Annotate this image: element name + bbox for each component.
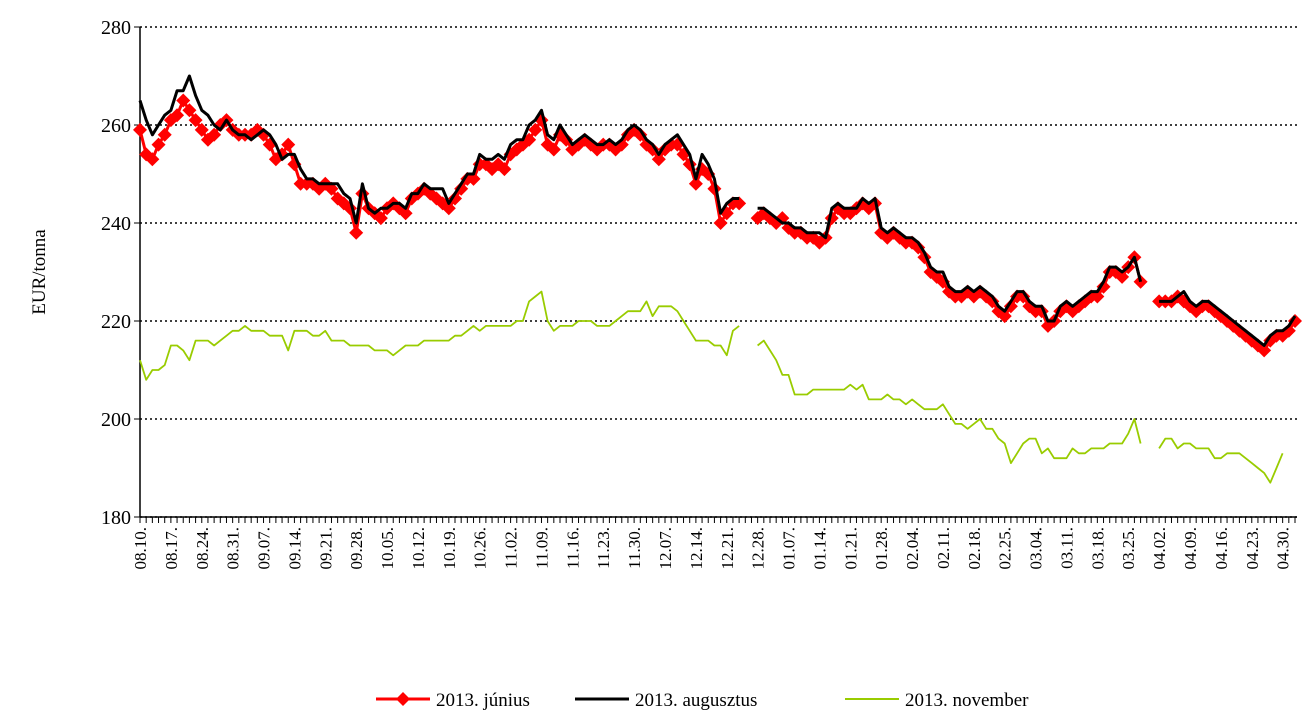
point-marker	[633, 127, 648, 142]
x-tick-label: 09.21.	[316, 527, 335, 570]
point-marker	[133, 122, 147, 137]
x-tick-label: 02.04.	[903, 527, 922, 570]
legend-label: 2013. november	[905, 690, 1029, 711]
x-tick-label: 01.28.	[872, 527, 891, 570]
x-tick-label: 08.17.	[162, 527, 181, 570]
x-tick-label: 04.02.	[1150, 527, 1169, 570]
legend-item: 2013. augusztus	[575, 690, 757, 711]
y-tick-label: 280	[101, 17, 131, 39]
point-marker	[182, 103, 197, 118]
point-marker	[454, 181, 469, 196]
point-marker	[1257, 343, 1272, 358]
point-marker	[207, 127, 222, 142]
x-tick-label: 10.12.	[409, 527, 428, 570]
point-marker	[373, 211, 388, 226]
point-marker	[176, 93, 191, 108]
x-tick-label: 02.18.	[965, 527, 984, 570]
point-marker	[528, 122, 543, 137]
point-marker	[448, 191, 462, 206]
point-marker	[497, 162, 512, 177]
x-tick-label: 03.04.	[1027, 527, 1046, 570]
point-marker	[170, 108, 185, 123]
x-tick-label: 10.26.	[471, 527, 490, 570]
x-tick-label: 11.23.	[594, 527, 613, 569]
point-marker	[194, 122, 209, 137]
point-marker	[157, 127, 172, 142]
x-tick-label: 11.30.	[625, 527, 644, 569]
point-marker	[281, 137, 296, 152]
x-tick-label: 11.02.	[502, 527, 521, 569]
x-tick-label: 04.09.	[1181, 527, 1200, 570]
x-tick-label: 04.16.	[1212, 527, 1231, 570]
point-marker	[188, 113, 203, 128]
point-marker	[1003, 299, 1018, 314]
x-tick-label: 09.14.	[285, 527, 304, 570]
x-tick-label: 01.14.	[810, 527, 829, 570]
point-marker	[349, 225, 364, 240]
point-marker	[713, 216, 728, 230]
x-tick-label: 12.28.	[749, 527, 768, 570]
x-tick-label: 10.19.	[440, 527, 459, 570]
legend-marker	[396, 692, 410, 706]
x-tick-label: 12.14.	[687, 527, 706, 570]
y-tick-label: 180	[101, 507, 131, 529]
y-tick-label: 200	[101, 409, 131, 431]
x-tick-label: 03.25.	[1119, 527, 1138, 570]
x-tick-label: 02.11.	[934, 527, 953, 569]
y-tick-label: 260	[101, 115, 131, 137]
series-line	[138, 74, 1297, 347]
point-marker	[688, 176, 703, 191]
x-tick-label: 04.30.	[1274, 527, 1293, 570]
x-tick-label: 08.24.	[193, 527, 212, 570]
point-marker	[151, 137, 166, 152]
x-tick-label: 10.05.	[378, 527, 397, 570]
x-tick-label: 09.07.	[255, 527, 274, 570]
point-marker	[651, 152, 666, 167]
y-axis-label: EUR/tonna	[29, 229, 50, 315]
x-tick-label: 08.31.	[224, 527, 243, 570]
point-marker	[985, 294, 1000, 309]
x-tick-label: 09.28.	[347, 527, 366, 570]
legend-label: 2013. augusztus	[635, 690, 757, 711]
legend-label: 2013. június	[436, 690, 530, 711]
x-tick-label: 01.07.	[780, 527, 799, 570]
point-marker	[145, 152, 160, 167]
x-tick-label: 08.10.	[131, 527, 150, 570]
x-tick-label: 01.21.	[841, 527, 860, 570]
legend-item: 2013. június	[376, 690, 530, 711]
point-marker	[559, 132, 574, 147]
point-marker	[911, 240, 926, 255]
x-tick-label: 02.25.	[996, 527, 1015, 570]
x-tick-label: 03.18.	[1088, 527, 1107, 570]
point-marker	[997, 309, 1012, 324]
x-tick-label: 11.09.	[532, 527, 551, 569]
x-tick-label: 12.21.	[718, 527, 737, 570]
point-marker	[546, 142, 561, 157]
x-tick-label: 04.23.	[1243, 527, 1262, 570]
y-tick-label: 240	[101, 213, 131, 235]
y-tick-label: 220	[101, 311, 131, 333]
point-marker	[1115, 269, 1130, 284]
x-tick-label: 03.11.	[1057, 527, 1076, 569]
point-marker	[441, 201, 456, 216]
legend-item: 2013. november	[845, 690, 1029, 711]
point-marker	[1288, 314, 1302, 328]
x-tick-label: 11.16.	[563, 527, 582, 569]
x-tick-label: 12.07.	[656, 527, 675, 570]
point-marker	[398, 206, 413, 221]
